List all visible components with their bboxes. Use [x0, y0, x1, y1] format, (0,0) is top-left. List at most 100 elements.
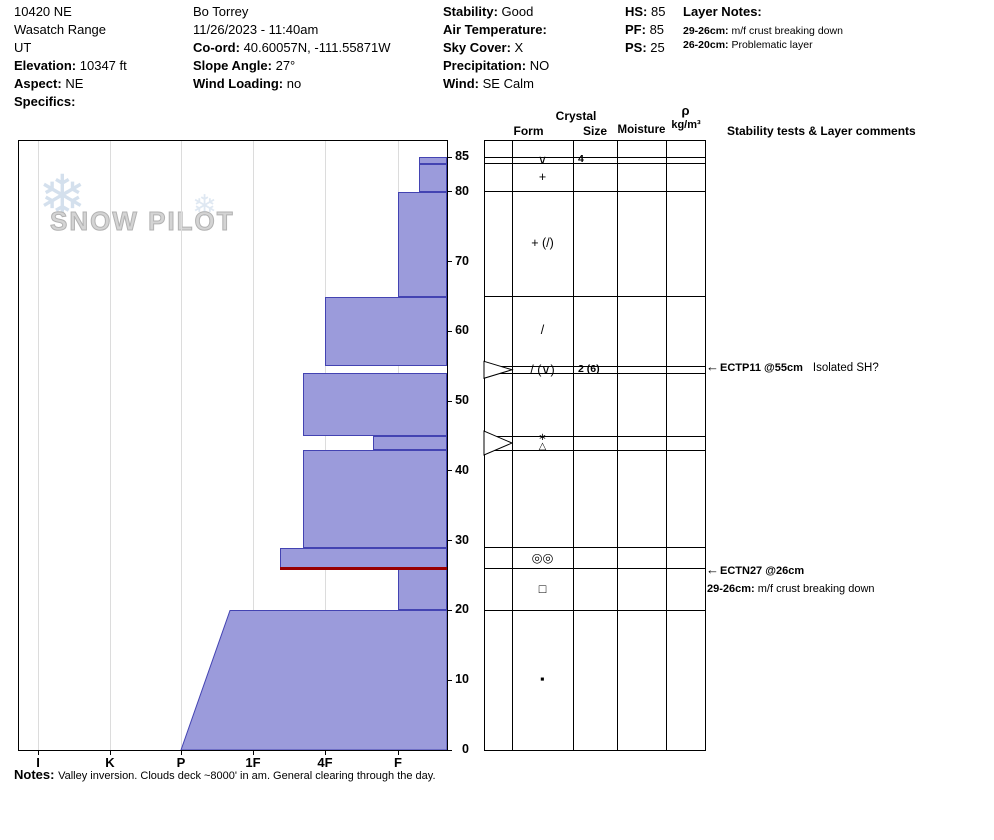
depth-tick-mark [447, 330, 452, 332]
aspect-line: Aspect: NE [14, 76, 83, 91]
layer-bar [419, 163, 447, 192]
layer-bar [373, 436, 447, 450]
crystal-form-glyph: △ [538, 441, 547, 453]
slope-angle-label: Slope Angle: [193, 58, 272, 73]
depth-axis-label: 0 [462, 742, 469, 756]
depth-axis-label: 30 [455, 532, 469, 547]
layer-boundary-line [484, 609, 705, 611]
layer-bar [419, 157, 447, 164]
layer-notes-title: Layer Notes: [683, 4, 762, 19]
pf-label: PF: [625, 22, 646, 37]
hardness-axis-label: K [105, 755, 115, 770]
crystal-form-symbol: / (∨) [530, 362, 555, 377]
layer-boundary-line [484, 296, 705, 298]
aspect-label: Aspect: [14, 76, 62, 91]
depth-axis-label: 20 [455, 602, 469, 617]
notes-line: Notes: Valley inversion. Clouds deck ~80… [14, 767, 436, 782]
test-label: ECTN27 @26cm [720, 564, 805, 577]
stability-label: Stability: [443, 4, 498, 19]
layer-boundary-line [484, 435, 705, 437]
layer-note-range: 26-20cm: [683, 39, 729, 51]
hardness-axis-label: 4F [317, 755, 333, 770]
layer-boundary-line [484, 449, 705, 451]
state: UT [14, 40, 32, 55]
hardness-axis-label: I [36, 755, 40, 770]
hs-label: HS: [625, 4, 648, 19]
mountain-range: Wasatch Range [14, 22, 107, 37]
layer-bar [303, 373, 447, 437]
comments-header: Stability tests & Layer comments [727, 124, 916, 138]
table-column-line [573, 140, 574, 751]
stability-value: Good [501, 4, 534, 19]
depth-tick-mark [447, 540, 452, 542]
crystal-form-symbol: + (/) [531, 236, 554, 251]
hardness-tick-mark [398, 750, 399, 755]
hardness-tick-mark [325, 750, 326, 755]
hardness-gridline [110, 140, 111, 750]
snowpilot-watermark: ❄ ❄ SNOW PILOT [38, 168, 242, 252]
snowflake-icon: ❄ [38, 164, 87, 229]
crystal-form-glyph: ∗ [538, 432, 547, 444]
pf-value: 85 [649, 22, 665, 37]
layer-note-text: Problematic layer [731, 39, 813, 51]
crystal-size-value: 4 [578, 153, 584, 166]
slope-angle-value: 27° [275, 58, 296, 73]
depth-axis-label: 40 [455, 462, 469, 477]
hardness-tick-mark [110, 750, 111, 755]
layer-boundary-line [484, 547, 705, 549]
layer-note-line: 29-26cm: m/f crust breaking down [683, 25, 843, 37]
layer-bar [398, 568, 447, 611]
layer-note-text: m/f crust breaking down [731, 25, 843, 37]
crystal-form-symbol: ▪ [540, 672, 545, 687]
sky-cover-value: X [514, 40, 524, 55]
depth-axis-label: 10 [455, 672, 469, 687]
hardness-gridline [325, 140, 326, 750]
layer-note-line: 26-20cm: Problematic layer [683, 39, 813, 51]
crystal-form-symbol: / [540, 323, 545, 338]
hardness-tick-mark [181, 750, 182, 755]
sky-cover-label: Sky Cover: [443, 40, 511, 55]
rho-header: ρ [681, 103, 690, 118]
wind-value: SE Calm [482, 76, 534, 91]
hardness-tick-mark [38, 750, 39, 755]
layer-bar [303, 450, 447, 548]
crystal-form-symbol: + [538, 169, 547, 184]
left-arrow-icon: ← [706, 359, 719, 375]
hardness-gridline [181, 140, 182, 750]
precipitation-value: NO [529, 58, 550, 73]
table-top-line [484, 139, 705, 141]
test-comment: Isolated SH? [812, 362, 879, 375]
hardness-axis-label: P [176, 755, 186, 770]
depth-tick-mark [447, 261, 452, 263]
crystal-form-symbol: □ [538, 581, 547, 596]
precipitation-label: Precipitation: [443, 58, 527, 73]
size-header: Size [582, 124, 607, 138]
moisture-header: Moisture [617, 124, 666, 136]
specifics-line: Specifics: [14, 94, 75, 109]
elevation-line: Elevation: 10347 ft [14, 58, 127, 73]
pf-line: PF: 85 [625, 22, 664, 37]
table-column-line [484, 140, 485, 751]
coordinates-value: 40.60057N, -111.55871W [243, 40, 391, 55]
wind-loading-line: Wind Loading: no [193, 76, 301, 91]
ps-line: PS: 25 [625, 40, 665, 55]
hs-line: HS: 85 [625, 4, 665, 19]
thin-layer-marker [483, 360, 514, 379]
layer-bar [325, 296, 447, 367]
wind-line: Wind: SE Calm [443, 76, 534, 91]
air-temp-label: Air Temperature: [443, 22, 547, 37]
crystal-form-symbol: ∨ [537, 153, 548, 168]
depth-tick-mark [447, 609, 452, 611]
layer-boundary-line [484, 568, 705, 570]
air-temp-line: Air Temperature: [443, 22, 547, 37]
layer-boundary-line [484, 372, 705, 374]
ps-value: 25 [650, 40, 665, 55]
stability-test-result: ←ECTN27 @26cm [706, 562, 804, 577]
stability-test-result: ←ECTP11 @55cm Isolated SH? [706, 359, 879, 374]
layer-comment-range: 29-26cm: [707, 582, 755, 595]
layer-boundary-line [484, 156, 705, 158]
slope-angle-line: Slope Angle: 27° [193, 58, 295, 73]
pit-datetime: 11/26/2023 - 11:40am [193, 22, 319, 37]
depth-tick-mark [447, 470, 452, 472]
